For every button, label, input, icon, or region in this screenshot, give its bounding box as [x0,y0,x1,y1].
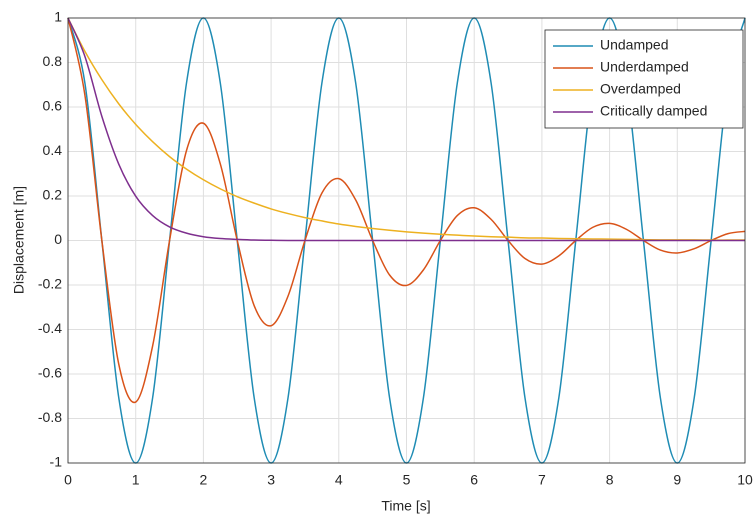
legend-label: Overdamped [600,81,681,97]
y-tick-label: 0.8 [43,53,63,69]
y-axis-label: Displacement [m] [11,186,27,294]
x-tick-label: 6 [470,472,478,488]
x-tick-label: 8 [606,472,614,488]
y-tick-label: 0.4 [43,142,63,158]
y-tick-label: 0.6 [43,98,63,114]
x-tick-label: 9 [673,472,681,488]
x-tick-label: 7 [538,472,546,488]
y-tick-label: -0.2 [38,276,62,292]
y-tick-label: -0.6 [38,365,62,381]
x-tick-label: 4 [335,472,343,488]
x-tick-label: 5 [403,472,411,488]
legend: Undamped Underdamped Overdamped Critically … [545,30,743,128]
y-tick-label: -1 [50,454,63,470]
x-tick-label: 1 [132,472,140,488]
x-axis-label: Time [s] [381,498,430,514]
y-tick-label: -0.4 [38,320,62,336]
y-tick-label: 0 [54,231,62,247]
x-tick-label: 3 [267,472,275,488]
chart: Time [s] Displacement [m] -1 -0.8 -0.6 -0.4… [0,0,754,517]
y-tick-label: 0.2 [43,187,63,203]
legend-label: Critically damped [600,103,707,119]
x-tick-label: 0 [64,472,72,488]
x-tick-label: 2 [200,472,208,488]
y-tick-label: 1 [54,9,62,25]
x-tick-label: 10 [737,472,753,488]
y-tick-label: -0.8 [38,409,62,425]
legend-label: Underdamped [600,59,689,75]
legend-label: Undamped [600,37,669,53]
